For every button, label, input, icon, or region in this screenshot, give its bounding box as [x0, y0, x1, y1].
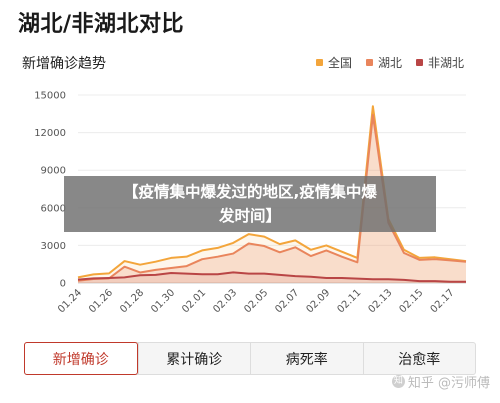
- legend-label-national: 全国: [327, 56, 352, 70]
- x-tick-label: 01.28: [118, 287, 146, 315]
- metric-tabs: 新增确诊 累计确诊 病死率 治愈率: [24, 342, 476, 375]
- x-tick-label: 01.30: [149, 287, 177, 315]
- watermark: 知 知乎 @污师傅: [391, 372, 490, 391]
- x-tick-label: 02.07: [273, 287, 301, 315]
- legend-swatch-hubei: [365, 59, 373, 66]
- legend-label-hubei: 湖北: [377, 56, 402, 70]
- tab-new-confirmed[interactable]: 新增确诊: [24, 342, 138, 375]
- series-line-non-hubei: [77, 271, 466, 283]
- legend-swatch-national: [315, 59, 323, 66]
- caption-overlay: 【疫情集中爆发过的地区,疫情集中爆 发时间】: [64, 176, 436, 232]
- legend-label-non-hubei: 非湖北: [427, 56, 464, 70]
- caption-line-2: 发时间】: [218, 207, 281, 225]
- tab-cumulative-confirmed[interactable]: 累计确诊: [137, 343, 251, 374]
- tab-fatality-rate[interactable]: 病死率: [250, 343, 363, 374]
- y-tick-label: 6000: [41, 203, 66, 214]
- x-tick-label: 02.17: [429, 287, 457, 315]
- x-tick-label: 02.01: [180, 287, 208, 315]
- series-line-national: [77, 105, 467, 279]
- legend-item-national[interactable]: 全国: [315, 54, 352, 71]
- series-line-hubei: [77, 114, 467, 282]
- legend-item-non-hubei[interactable]: 非湖北: [415, 54, 464, 71]
- series-area-non-hubei: [78, 272, 466, 283]
- y-tick-label: 0: [60, 279, 66, 290]
- watermark-text: 知乎 @污师傅: [407, 376, 490, 391]
- x-tick-label: 01.24: [56, 287, 84, 315]
- caption-line-1: 【疫情集中爆发过的地区,疫情集中爆: [123, 183, 377, 201]
- x-tick-label: 01.26: [87, 287, 115, 315]
- x-tick-label: 02.05: [242, 287, 270, 315]
- x-tick-label: 02.09: [304, 287, 332, 315]
- legend-item-hubei[interactable]: 湖北: [365, 54, 402, 71]
- chart-legend: 全国 湖北 非湖北: [315, 54, 464, 71]
- chart-subtitle: 新增确诊趋势: [22, 56, 106, 72]
- page-title: 湖北/非湖北对比: [18, 12, 185, 37]
- y-tick-label: 12000: [34, 128, 66, 139]
- x-tick-label: 02.13: [366, 287, 394, 315]
- x-tick-label: 02.03: [211, 287, 239, 315]
- x-tick-label: 02.15: [398, 287, 426, 315]
- legend-swatch-non-hubei: [415, 59, 423, 66]
- y-tick-label: 9000: [41, 166, 66, 177]
- trend-chart: 0 3000 6000 9000 12000 15000 01.24 01.26 01.28 01…: [34, 91, 467, 315]
- x-tick-label: 02.11: [335, 287, 363, 315]
- zhihu-avatar-icon: 知: [391, 375, 405, 388]
- y-tick-label: 15000: [34, 91, 66, 102]
- tab-recovery-rate[interactable]: 治愈率: [362, 343, 476, 374]
- y-tick-label: 3000: [41, 241, 66, 252]
